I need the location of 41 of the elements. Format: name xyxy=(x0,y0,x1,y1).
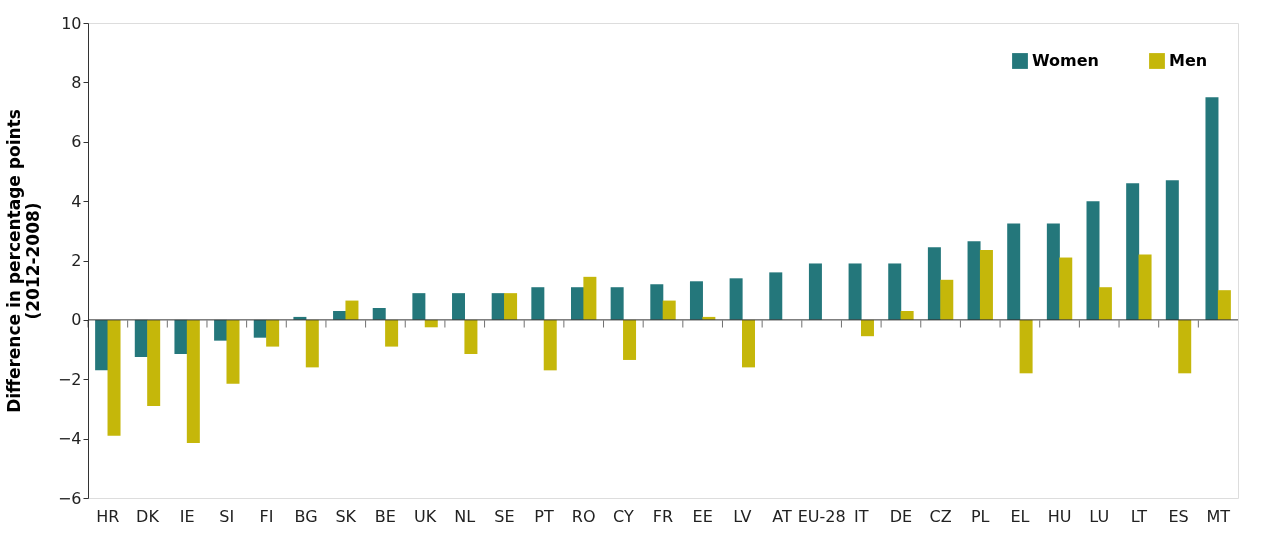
y-tick-label: 0 xyxy=(71,310,82,330)
x-tick-label: AT xyxy=(772,506,792,526)
y-tick-label: −4 xyxy=(57,429,82,449)
x-tick-label: FR xyxy=(652,506,674,526)
x-tick-label: BG xyxy=(294,506,318,526)
legend-label: Men xyxy=(1169,51,1208,70)
x-tick-label: CZ xyxy=(929,506,952,526)
x-tick-label: DK xyxy=(136,506,160,526)
y-tick-label: −6 xyxy=(57,488,82,508)
y-tick-label: −2 xyxy=(57,369,82,389)
y-tick-label: 4 xyxy=(71,191,82,211)
y-tick-label: 8 xyxy=(71,72,82,92)
x-tick-label: FI xyxy=(259,506,274,526)
x-tick-label: DE xyxy=(889,506,913,526)
x-tick-label: EE xyxy=(692,506,713,526)
x-tick-label: UK xyxy=(413,506,437,526)
y-tick-label: 6 xyxy=(71,132,82,152)
x-tick-label: IE xyxy=(179,506,195,526)
x-tick-label: PL xyxy=(970,506,990,526)
y-tick-label: 10 xyxy=(61,13,82,33)
x-tick-label: ES xyxy=(1168,506,1189,526)
x-tick-label: IT xyxy=(854,506,869,526)
x-tick-label: SE xyxy=(494,506,515,526)
x-tick-label: EU-28 xyxy=(797,506,846,526)
x-tick-label: HU xyxy=(1047,506,1072,526)
x-tick-label: LV xyxy=(733,506,752,526)
x-tick-label: BE xyxy=(374,506,396,526)
x-tick-label: LT xyxy=(1130,506,1148,526)
y-axis-title: Difference in percentage points (2012-2008) xyxy=(3,109,43,413)
legend-label: Women xyxy=(1032,51,1099,70)
x-tick-label: SK xyxy=(335,506,357,526)
x-tick-label: SI xyxy=(219,506,235,526)
y-tick-label: 2 xyxy=(71,251,82,270)
x-tick-label: LU xyxy=(1089,506,1110,526)
x-tick-label: NL xyxy=(454,506,476,526)
x-tick-label: CY xyxy=(613,506,634,526)
x-tick-label: HR xyxy=(96,506,120,526)
x-tick-label: PT xyxy=(534,506,554,526)
x-tick-label: EL xyxy=(1010,506,1030,526)
x-tick-label: RO xyxy=(571,506,596,526)
x-tick-label: MT xyxy=(1206,506,1231,526)
